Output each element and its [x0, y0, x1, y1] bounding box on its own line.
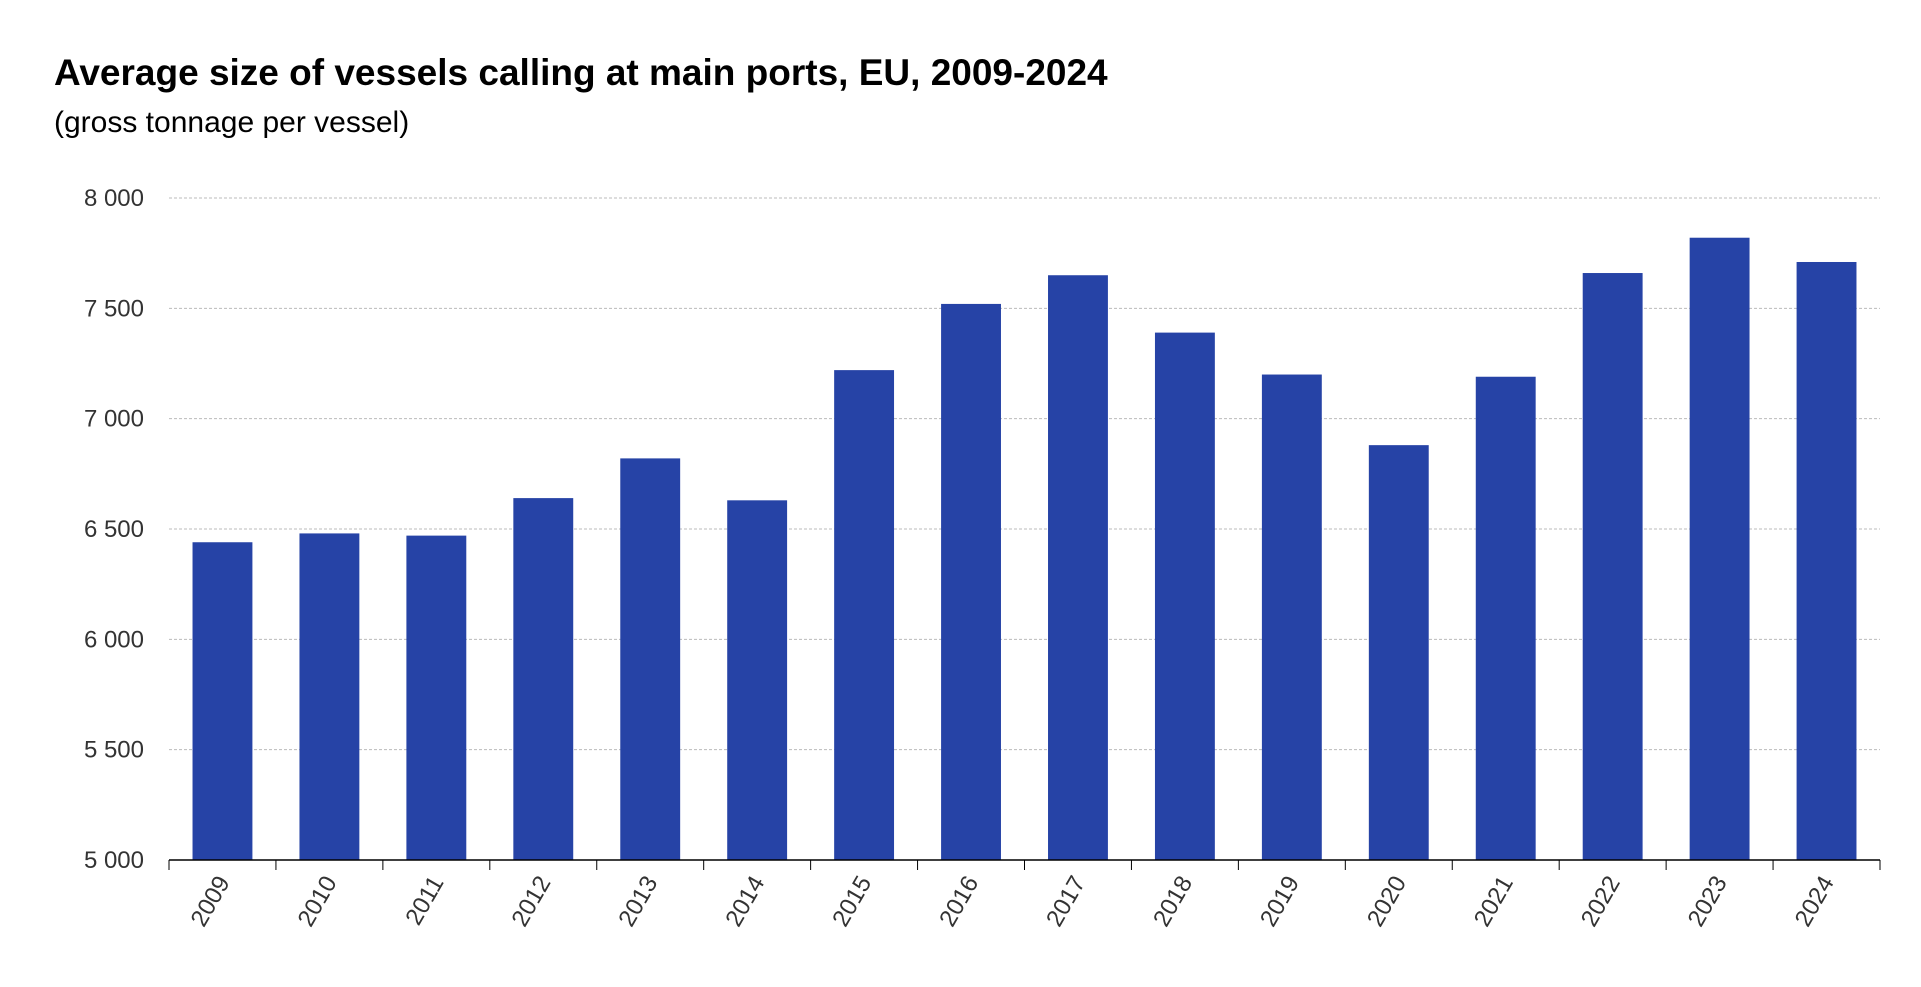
bar-2012: [513, 498, 574, 860]
bar-2011: [406, 535, 467, 860]
y-tick-label: 5 500: [84, 737, 144, 764]
bar-2015: [834, 370, 895, 860]
x-tick-label: 2016: [934, 872, 984, 932]
bar-2016: [941, 303, 1001, 860]
bar-2019: [1261, 374, 1322, 860]
chart-subtitle: (gross tonnage per vessel): [54, 106, 410, 139]
y-tick-label: 8 000: [84, 185, 144, 212]
bar-2010: [299, 533, 360, 860]
bar-2017: [1048, 275, 1108, 860]
x-tick-label: 2021: [1469, 872, 1519, 932]
bar-2013: [620, 458, 681, 860]
bar-2018: [1154, 332, 1215, 860]
x-tick-label: 2014: [720, 872, 770, 932]
y-tick-label: 7 500: [84, 295, 144, 322]
y-tick-label: 6 000: [84, 626, 144, 653]
bar-2021: [1475, 376, 1536, 860]
bar-2009: [192, 542, 253, 860]
x-tick-label: 2022: [1576, 872, 1626, 932]
x-tick-label: 2011: [400, 872, 449, 930]
x-tick-label: 2009: [186, 872, 236, 932]
bar-2020: [1368, 445, 1429, 860]
bar-2024: [1796, 261, 1857, 860]
x-tick-label: 2010: [293, 872, 343, 932]
bar-2022: [1582, 273, 1643, 860]
x-tick-label: 2020: [1362, 872, 1412, 932]
bar-2014: [727, 500, 788, 860]
x-tick-label: 2024: [1790, 872, 1840, 932]
x-tick-label: 2013: [613, 872, 663, 932]
y-tick-label: 7 000: [84, 406, 144, 433]
y-tick-label: 6 500: [84, 516, 144, 543]
x-tick-label: 2012: [506, 872, 556, 932]
chart-title: Average size of vessels calling at main …: [54, 52, 1108, 93]
x-tick-label: 2015: [827, 872, 877, 932]
x-tick-label: 2019: [1255, 872, 1305, 932]
y-tick-label: 5 000: [84, 847, 144, 874]
bar-2023: [1689, 237, 1750, 861]
x-tick-label: 2023: [1683, 872, 1733, 932]
x-tick-label: 2018: [1148, 872, 1198, 932]
x-tick-label: 2017: [1041, 872, 1091, 932]
